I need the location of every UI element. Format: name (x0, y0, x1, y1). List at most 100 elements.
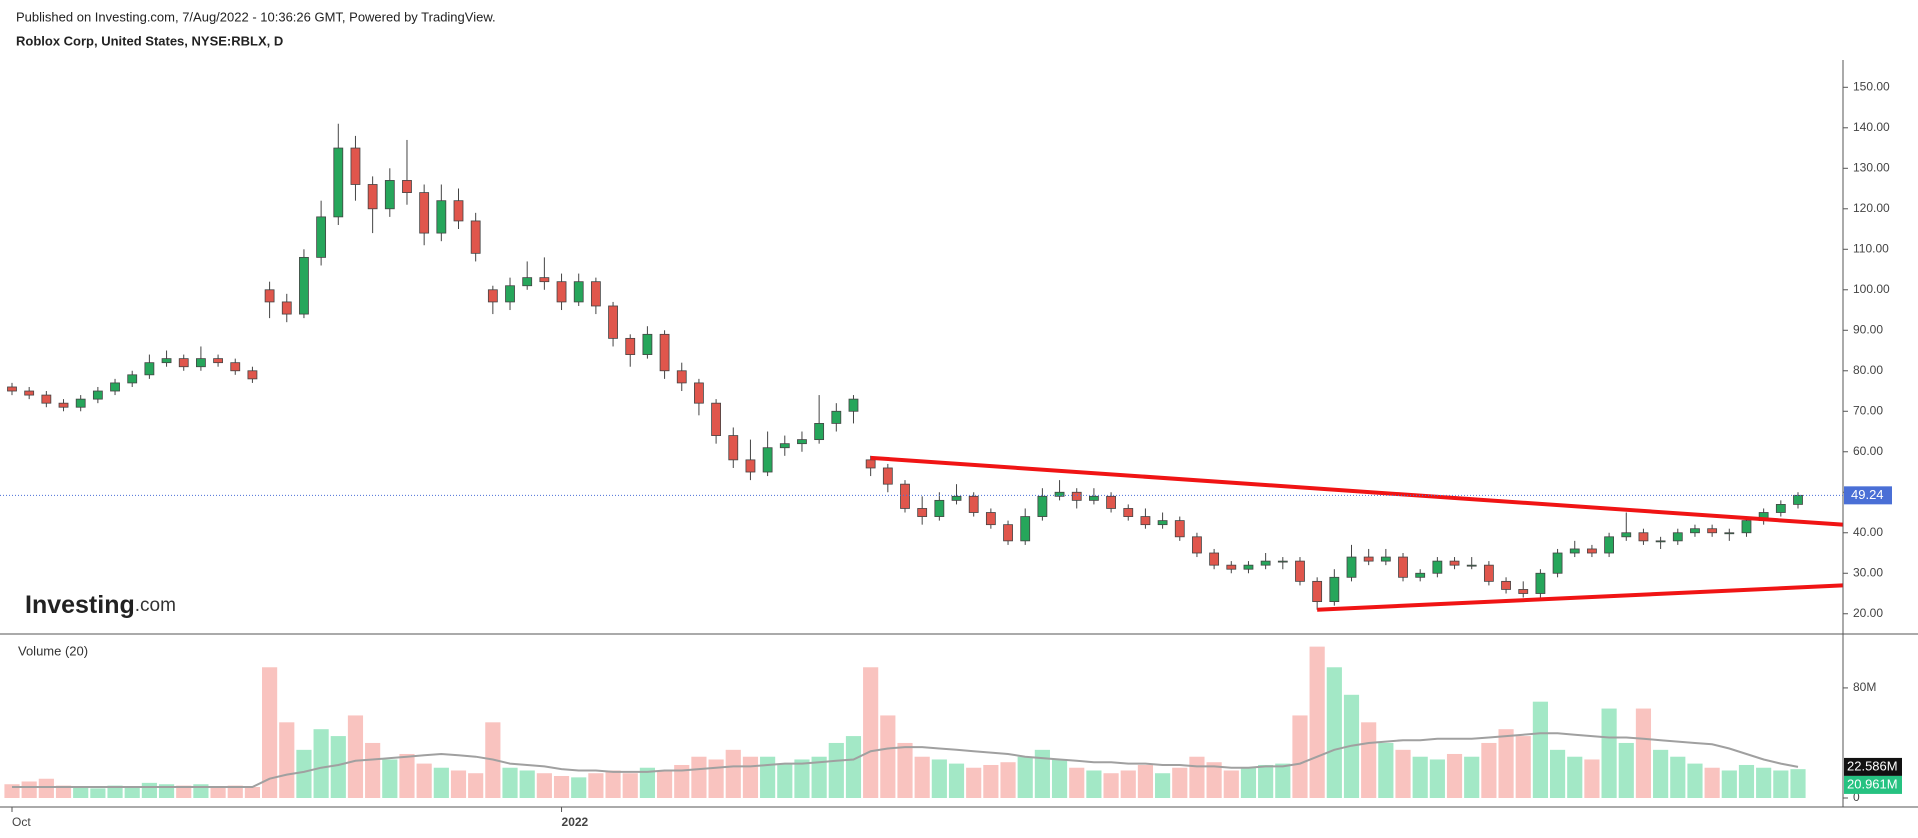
candle-body (24, 390, 35, 396)
candle-body (1329, 576, 1340, 603)
candle-body (299, 256, 309, 315)
candle-body (1174, 520, 1185, 538)
candle-body (900, 483, 910, 509)
candle-body (1140, 516, 1151, 526)
candle-body (1106, 495, 1116, 509)
volume-bar (1601, 708, 1617, 798)
volume-bar (107, 785, 123, 798)
candle-body (1346, 556, 1357, 578)
volume-bar (811, 756, 827, 798)
candle-body (1071, 491, 1082, 501)
candle-body (196, 358, 206, 368)
x-tick-label: 2022 (562, 815, 589, 829)
volume-bar (330, 736, 346, 798)
y-tick-label: 80.00 (1853, 363, 1883, 377)
candle-body (1157, 520, 1168, 526)
volume-ma-label: 22.586M (1847, 758, 1898, 773)
candle-body (1089, 495, 1099, 501)
candle-body (402, 180, 412, 193)
candle-body (934, 499, 945, 517)
volume-bar (1292, 715, 1308, 798)
candle-body (951, 495, 962, 501)
volume-bar (605, 770, 621, 798)
volume-bar (1515, 736, 1531, 798)
candle-body (247, 370, 258, 380)
volume-bar (1670, 756, 1686, 798)
candle-body (1003, 524, 1013, 542)
volume-bar (725, 749, 741, 798)
volume-bar (1378, 742, 1394, 798)
volume-bar (141, 782, 157, 798)
volume-bar (210, 786, 226, 798)
volume-bar (1206, 762, 1222, 798)
y-tick-label: 110.00 (1853, 241, 1889, 255)
volume-bar (1155, 773, 1171, 798)
y-tick-label: 70.00 (1853, 403, 1883, 417)
volume-bar (1653, 749, 1669, 798)
candle-body (1569, 548, 1580, 554)
candle-body (264, 289, 275, 303)
volume-bar (313, 729, 329, 798)
candle-body (161, 358, 172, 364)
candle-body (1672, 532, 1683, 542)
volume-bar (914, 756, 930, 798)
candle-body (1037, 495, 1048, 517)
candle-body (1604, 536, 1614, 554)
volume-bar (1395, 749, 1411, 798)
candle-body (1192, 536, 1202, 554)
volume-bar (279, 722, 295, 798)
volume-bar (416, 763, 432, 798)
candle-body (75, 398, 86, 408)
volume-bar (1086, 770, 1102, 798)
y-tick-label: 20.00 (1853, 606, 1883, 620)
volume-bar (639, 767, 655, 798)
candle-body (882, 467, 893, 485)
volume-bar (1258, 764, 1274, 798)
volume-bar (1756, 767, 1772, 798)
y-tick-label: 150.00 (1853, 79, 1890, 93)
volume-bar (622, 773, 638, 798)
candle-body (92, 390, 103, 400)
volume-tick-label: 80M (1853, 680, 1876, 694)
candle-body (711, 402, 721, 436)
volume-tick-label: 0 (1853, 790, 1860, 804)
candle-body (676, 370, 687, 384)
volume-bar (1223, 770, 1239, 798)
volume-bar (1618, 742, 1634, 798)
volume-bar (244, 786, 261, 798)
candle-body (1363, 556, 1374, 562)
volume-bar (708, 759, 724, 798)
candle-body (1054, 491, 1065, 497)
candle-body (436, 200, 447, 234)
candle-body (110, 382, 120, 392)
candle-body (642, 333, 653, 355)
candle-body (316, 216, 327, 258)
volume-bar (519, 770, 535, 798)
volume-bar (983, 764, 999, 798)
volume-bar (90, 788, 106, 798)
volume-bar (1567, 756, 1583, 798)
volume-bar (1189, 756, 1205, 798)
y-tick-label: 120.00 (1853, 201, 1890, 215)
candle-body (333, 147, 344, 218)
volume-bar (1532, 701, 1548, 798)
symbol-title: Roblox Corp, United States, NYSE:RBLX, D (16, 33, 283, 48)
volume-bar (1738, 764, 1755, 798)
volume-bar (227, 785, 243, 798)
volume-bar (742, 756, 759, 798)
candle-body (350, 147, 361, 185)
y-tick-label: 30.00 (1853, 565, 1883, 579)
candle-body (694, 382, 704, 404)
candle-body (213, 358, 223, 364)
volume-bar (1240, 767, 1257, 798)
volume-bar (502, 767, 518, 798)
volume-bar (674, 764, 690, 798)
volume-bar (365, 742, 381, 798)
candle-body (487, 289, 498, 303)
y-tick-label: 130.00 (1853, 160, 1890, 174)
candle-body (1449, 560, 1460, 566)
y-tick-label: 40.00 (1853, 525, 1883, 539)
volume-bar (1704, 767, 1720, 798)
candle-body (1655, 540, 1666, 543)
volume-title: Volume (20) (18, 643, 88, 658)
